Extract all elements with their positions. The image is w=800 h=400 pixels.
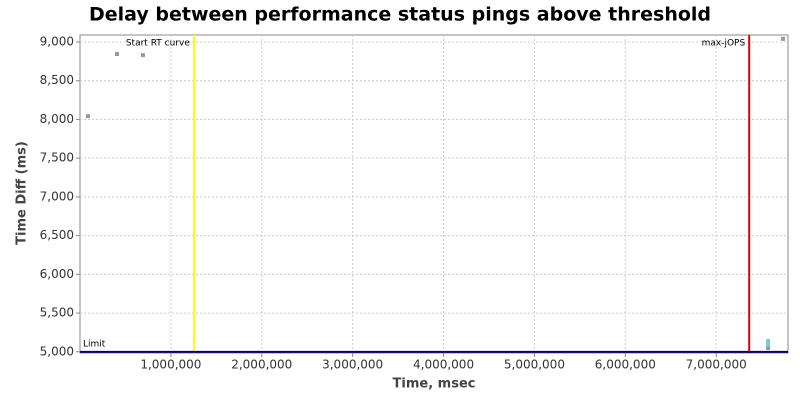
point <box>766 345 771 350</box>
y-tick-label: 7,000 <box>40 189 74 203</box>
x-tick-label: 5,000,000 <box>504 358 565 372</box>
y-tick-label: 9,000 <box>40 34 74 48</box>
y-tick-label: 5,000 <box>40 344 74 358</box>
x-tick-label: 2,000,000 <box>231 358 292 372</box>
x-tick-label: 1,000,000 <box>140 358 201 372</box>
point <box>766 338 771 343</box>
chart-title: Delay between performance status pings a… <box>89 4 711 26</box>
y-tick-label: 6,500 <box>40 228 74 242</box>
y-tick-label: 5,500 <box>40 306 74 320</box>
point <box>140 53 145 58</box>
x-axis-title: Time, msec <box>393 377 476 392</box>
y-tick-label: 8,000 <box>40 112 74 126</box>
y-tick-label: 8,500 <box>40 73 74 87</box>
y-tick-label: 7,500 <box>40 151 74 165</box>
x-tick-label: 4,000,000 <box>413 358 474 372</box>
x-tick-label: 7,000,000 <box>686 358 747 372</box>
limit-label: Limit <box>83 339 106 349</box>
point <box>85 114 90 119</box>
x-tick-label: 3,000,000 <box>322 358 383 372</box>
point <box>781 36 786 41</box>
x-tick-label: 6,000,000 <box>595 358 656 372</box>
marker-label: Start RT curve <box>126 39 190 49</box>
y-tick-label: 6,000 <box>40 267 74 281</box>
point <box>114 51 119 56</box>
plot-area <box>79 34 789 354</box>
point <box>766 342 771 347</box>
y-axis-title: Time Diff (ms) <box>15 141 30 245</box>
marker-label: max-jOPS <box>702 39 746 49</box>
